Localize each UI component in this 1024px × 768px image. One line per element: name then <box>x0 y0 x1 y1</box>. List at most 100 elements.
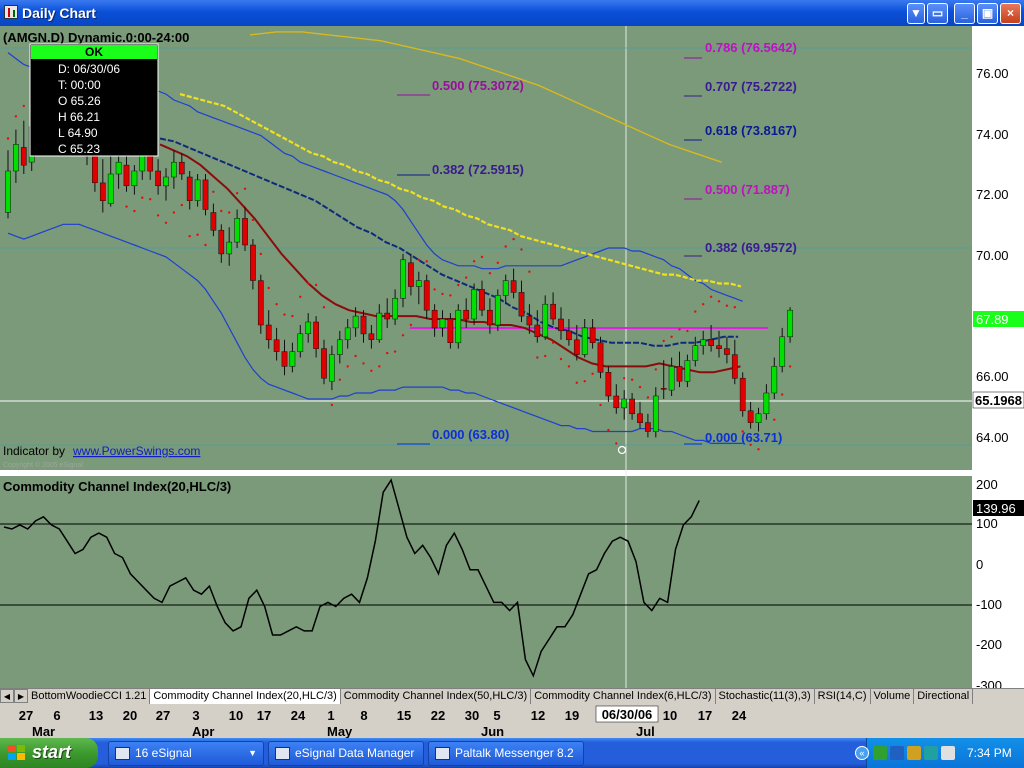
sar-dot <box>757 448 760 451</box>
sar-dot <box>251 218 255 222</box>
candle-body <box>265 324 272 341</box>
task-paltalk-label: Paltalk Messenger 8.2 <box>455 746 574 760</box>
task-data-manager[interactable]: eSignal Data Manager <box>268 741 424 766</box>
restore-icon[interactable]: ▭ <box>927 3 948 24</box>
sar-dot <box>212 190 215 193</box>
candle-body <box>423 280 430 311</box>
tray-messenger-icon[interactable] <box>924 746 938 760</box>
tray-network-icon[interactable] <box>873 746 887 760</box>
price-and-cci-chart[interactable]: 0.500 (75.3072) 0.382 (72.5915) 0.000 (6… <box>0 26 1024 693</box>
candle-body <box>202 179 209 210</box>
close-button[interactable]: × <box>1000 3 1021 24</box>
cci-tick: 0 <box>976 557 983 572</box>
candle-body <box>739 377 746 412</box>
candle-body <box>368 333 375 340</box>
tray-monitor-icon[interactable] <box>890 746 904 760</box>
sar-dot <box>314 283 318 287</box>
candle-body <box>376 312 383 340</box>
sar-dot <box>393 350 397 353</box>
tab-cci-20[interactable]: Commodity Channel Index(20,HLC/3) <box>150 689 341 704</box>
candle-body <box>629 398 635 415</box>
clock: 7:34 PM <box>967 746 1012 760</box>
x-tick: 5 <box>493 708 500 723</box>
tab-volume[interactable]: Volume <box>871 689 915 704</box>
sar-dot <box>457 283 460 287</box>
candle-body <box>13 144 19 172</box>
taskbar: start 16 eSignal ▼ eSignal Data Manager … <box>0 738 1024 768</box>
sar-dot <box>235 192 239 195</box>
sar-dot <box>670 335 673 338</box>
maximize-button[interactable]: ▣ <box>977 3 998 24</box>
price-tick: 66.00 <box>976 369 1009 384</box>
tray-app-icon[interactable] <box>907 746 921 760</box>
candle-body <box>408 262 414 287</box>
candle-body <box>242 218 248 246</box>
x-tick: 17 <box>257 708 271 723</box>
tab-scroll-left-icon[interactable]: ◀ <box>0 689 14 703</box>
tab-cci-6[interactable]: Commodity Channel Index(6,HLC/3) <box>531 689 716 704</box>
sar-dot <box>520 248 523 251</box>
task-paltalk[interactable]: Paltalk Messenger 8.2 <box>428 741 584 766</box>
cursor-price-badge <box>972 391 1024 409</box>
cursor-high: H 66.21 <box>58 110 100 124</box>
sar-dot <box>401 334 405 337</box>
candle-body <box>494 295 501 326</box>
candle-body <box>550 303 556 320</box>
sar-dot <box>709 295 713 298</box>
tab-cci-50[interactable]: Commodity Channel Index(50,HLC/3) <box>341 689 532 704</box>
sar-dot <box>725 304 729 307</box>
candle-body <box>692 345 699 361</box>
x-tick: 24 <box>732 708 747 723</box>
sar-dot <box>283 313 286 316</box>
candle-body <box>502 280 509 296</box>
start-button[interactable]: start <box>0 738 98 768</box>
candle-body <box>716 345 722 349</box>
minimize-button[interactable]: _ <box>954 3 975 24</box>
tray-volume-icon[interactable] <box>941 746 955 760</box>
sar-dot <box>267 286 270 290</box>
candle-body <box>755 413 762 423</box>
tab-directional[interactable]: Directional <box>914 689 974 704</box>
cursor-data-box: OK D: 06/30/06 T: 00:00 O 65.26 H 66.21 … <box>29 43 159 157</box>
tab-bottomwoodiecci[interactable]: BottomWoodieCCI 1.21 <box>28 689 151 704</box>
fib-left-0500: 0.500 (75.3072) <box>432 78 524 93</box>
candle-body <box>384 312 391 320</box>
x-tick: 24 <box>291 708 306 723</box>
sar-dot <box>702 303 705 306</box>
start-label: start <box>32 742 72 762</box>
tab-rsi[interactable]: RSI(14,C) <box>815 689 871 704</box>
sar-dot <box>678 328 681 331</box>
sar-dot <box>551 341 555 344</box>
filter-icon[interactable]: ▼ <box>907 3 925 24</box>
chart-area[interactable]: 0.500 (75.3072) 0.382 (72.5915) 0.000 (6… <box>0 26 1024 693</box>
tray-expand-icon[interactable]: « <box>855 746 869 760</box>
esignal-icon <box>115 747 130 760</box>
sar-dot <box>765 437 768 441</box>
sar-dot <box>228 211 231 214</box>
sar-dot <box>781 393 784 396</box>
x-tick: 27 <box>19 708 33 723</box>
candle-body <box>257 280 264 326</box>
candle-body <box>455 309 462 344</box>
candle-body <box>542 303 549 338</box>
sar-dot <box>172 211 176 214</box>
candle-body <box>684 360 691 382</box>
candle-body <box>273 339 280 352</box>
fib-left-0000: 0.000 (63.80) <box>432 427 509 442</box>
cursor-close: C 65.23 <box>58 142 100 156</box>
candle-body <box>5 170 11 213</box>
cursor-time: T: 00:00 <box>58 78 101 92</box>
sar-dot <box>662 339 665 343</box>
cci-tick: 200 <box>976 477 998 492</box>
indicator-credit-link[interactable]: www.PowerSwings.com <box>72 444 200 458</box>
tab-stochastic[interactable]: Stochastic(11(3),3) <box>716 689 815 704</box>
cci-tick: -100 <box>976 597 1002 612</box>
sar-dot <box>591 372 594 375</box>
x-tick: 12 <box>531 708 545 723</box>
tab-scroll-right-icon[interactable]: ▶ <box>14 689 28 703</box>
window-title: Daily Chart <box>22 5 96 21</box>
candle-body <box>171 161 177 178</box>
task-esignal[interactable]: 16 eSignal ▼ <box>108 741 264 766</box>
sar-dot <box>133 209 136 213</box>
ma-navy-line <box>159 137 739 347</box>
